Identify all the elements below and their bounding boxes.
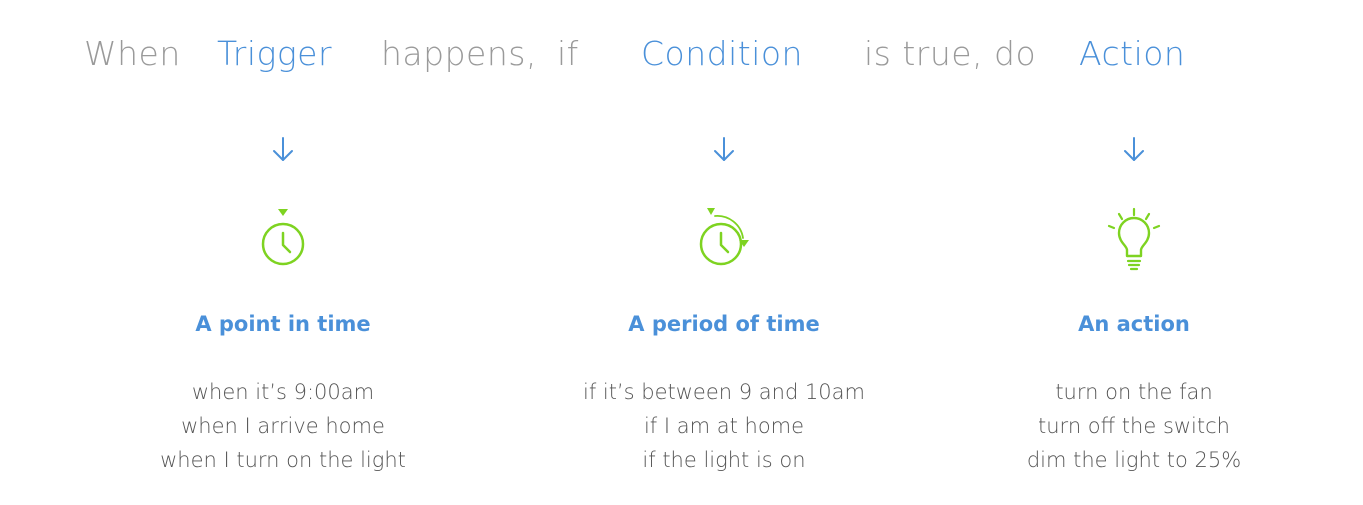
stopwatch-icon (261, 209, 305, 266)
action-column: An action turn on the fan turn off the s… (944, 130, 1324, 490)
action-examples: turn on the fan turn off the switch dim … (944, 375, 1324, 477)
action-title: An action (1078, 312, 1190, 336)
sentence-happens: happens, (381, 34, 537, 73)
list-item: when it’s 9:00am (191, 380, 375, 404)
list-item: if it’s between 9 and 10am (582, 380, 865, 404)
list-item: turn on the fan (1055, 380, 1213, 404)
trigger-examples: when it’s 9:00am when I arrive home when… (93, 375, 473, 477)
trigger-column: A point in time when it’s 9:00am when I … (93, 130, 473, 490)
list-item: if the light is on (642, 448, 806, 472)
sentence-when: When (84, 34, 181, 73)
arrow-down-icon (273, 137, 293, 161)
sentence-if: if (557, 34, 579, 73)
list-item: if I am at home (643, 414, 805, 438)
list-item: turn off the switch (1038, 414, 1230, 438)
arrow-down-icon (1124, 137, 1144, 161)
sentence-action: Action (1079, 34, 1186, 73)
list-item: dim the light to 25% (1026, 448, 1242, 472)
condition-column: A period of time if it’s between 9 and 1… (534, 130, 914, 490)
lightbulb-icon (1107, 207, 1161, 271)
sentence-condition: Condition (641, 34, 803, 73)
trigger-title: A point in time (195, 312, 371, 336)
condition-title: A period of time (628, 312, 820, 336)
timer-cycle-icon (699, 208, 749, 266)
condition-examples: if it’s between 9 and 10am if I am at ho… (534, 375, 914, 477)
arrow-down-icon (714, 137, 734, 161)
list-item: when I turn on the light (160, 448, 406, 472)
list-item: when I arrive home (181, 414, 385, 438)
sentence-trigger: Trigger (217, 34, 333, 73)
sentence-is-true-do: is true, do (864, 34, 1037, 73)
rule-sentence: When Trigger happens, if Condition is tr… (0, 30, 1363, 78)
